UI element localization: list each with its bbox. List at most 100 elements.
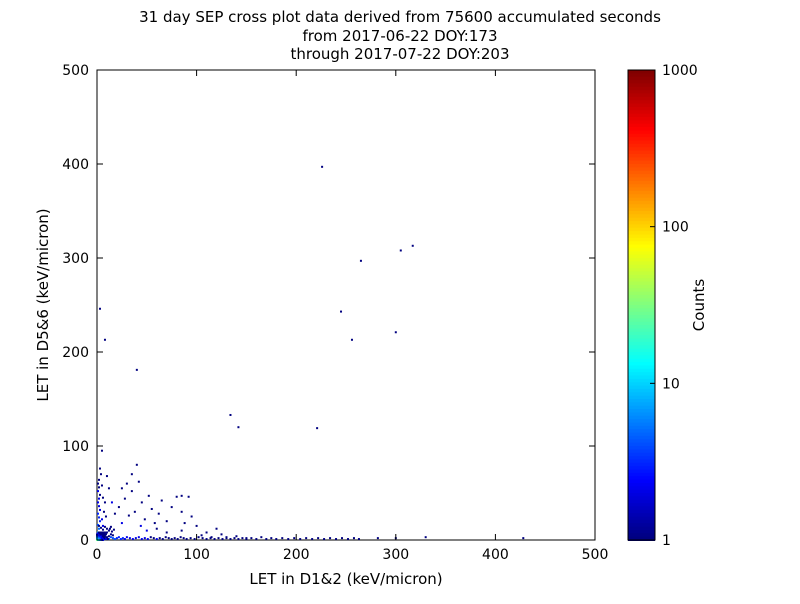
scatter-point [217, 537, 220, 540]
axis-ticks: 0 100 200 300 400 500 0 100 200 300 400 500 [62, 63, 608, 563]
x-tick-label: 100 [183, 547, 210, 563]
scatter-point [130, 473, 133, 476]
scatter-point [205, 538, 208, 541]
colorbar-label: Counts [690, 279, 708, 332]
scatter-point [189, 537, 192, 540]
x-tick-label: 300 [382, 547, 409, 563]
scatter-point [127, 514, 130, 517]
scatter-point [155, 538, 158, 541]
x-tick-label: 400 [482, 547, 509, 563]
scatter-point [182, 537, 185, 540]
scatter-point [100, 518, 103, 521]
scatter-point [316, 427, 319, 430]
scatter-point [215, 527, 218, 530]
scatter-point [107, 535, 110, 538]
y-tick-label: 300 [62, 251, 89, 267]
scatter-point [311, 538, 314, 541]
scatter-point [96, 501, 99, 504]
scatter-point [147, 494, 150, 497]
scatter-point [329, 537, 332, 540]
scatter-point [270, 537, 273, 540]
scatter-point [170, 506, 173, 509]
scatter-point [100, 484, 103, 487]
scatter-point [394, 331, 397, 334]
scatter-point [220, 533, 223, 536]
scatter-point [193, 538, 196, 541]
scatter-point [134, 537, 137, 540]
scatter-point [153, 522, 156, 525]
scatter-point [109, 536, 112, 539]
scatter-point [164, 536, 167, 539]
scatter-point [143, 537, 146, 540]
colorbar-tick-label: 10 [662, 376, 680, 392]
scatter-point [102, 510, 105, 513]
scatter-point [98, 467, 101, 470]
scatter-point [103, 501, 106, 504]
scatter-point [183, 522, 186, 525]
scatter-point [275, 538, 278, 541]
scatter-point [115, 537, 118, 540]
scatter-point [110, 501, 113, 504]
scatter-point [187, 495, 190, 498]
colorbar-tick-label: 1 [662, 533, 671, 549]
scatter-point [106, 538, 109, 541]
scatter-point [97, 527, 100, 530]
scatter-point [299, 538, 302, 541]
scatter-point [341, 537, 344, 540]
scatter-point [305, 537, 308, 540]
scatter-point [143, 518, 146, 521]
scatter-point [117, 536, 120, 539]
scatter-point [97, 505, 100, 508]
scatter-point [104, 533, 107, 536]
scatter-point [167, 537, 170, 540]
scatter-point [161, 538, 164, 541]
scatter-point [112, 528, 115, 531]
x-tick-label: 200 [283, 547, 310, 563]
scatter-point [98, 520, 101, 523]
scatter-point [109, 533, 112, 536]
scatter-point [101, 496, 104, 499]
scatter-point [111, 534, 114, 537]
scatter-point [98, 493, 101, 496]
scatter-point [99, 473, 102, 476]
chart-subtitle-through: through 2017-07-22 DOY:203 [290, 45, 509, 63]
scatter-point [109, 525, 112, 528]
scatter-point [98, 508, 101, 511]
scatter-point [104, 515, 107, 518]
scatter-point [323, 538, 326, 541]
scatter-point [103, 535, 106, 538]
y-tick-label: 500 [62, 63, 89, 79]
scatter-point [376, 537, 379, 540]
scatter-point [173, 537, 176, 540]
scatter-point [97, 486, 100, 489]
scatter-point [176, 538, 179, 541]
colorbar-tick-label: 1000 [662, 63, 698, 79]
colorbar-tick-label: 100 [662, 220, 689, 236]
scatter-point [245, 538, 248, 541]
scatter-point [197, 536, 200, 539]
scatter-point [107, 487, 110, 490]
scatter-point [97, 497, 100, 500]
scatter-point [411, 244, 414, 247]
scatter-point [359, 259, 362, 262]
scatter-point [97, 516, 100, 519]
scatter-point [99, 531, 102, 534]
scatter-point [335, 538, 338, 541]
x-axis-label: LET in D1&2 (keV/micron) [249, 570, 442, 588]
x-tick-label: 0 [93, 547, 102, 563]
scatter-point [104, 538, 107, 541]
scatter-point [125, 536, 128, 539]
scatter-point [179, 536, 182, 539]
scatter-point [128, 537, 131, 540]
scatter-point [146, 538, 149, 541]
scatter-point [424, 536, 427, 539]
scatter-point [237, 538, 240, 541]
scatter-point [137, 536, 140, 539]
scatter-point [105, 536, 108, 539]
scatter-point [155, 527, 158, 530]
scatter-point [133, 510, 136, 513]
y-tick-label: 200 [62, 345, 89, 361]
scatter-point [98, 307, 101, 310]
scatter-point [287, 538, 290, 541]
